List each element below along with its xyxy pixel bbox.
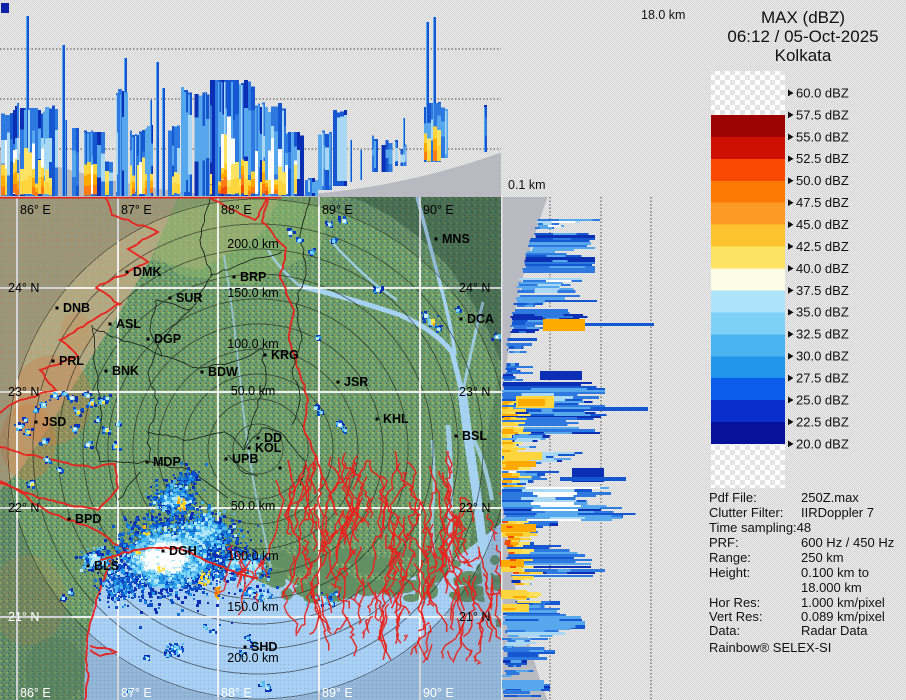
svg-text:52.5 dBZ: 52.5 dBZ (796, 151, 849, 166)
svg-text:600 Hz / 450 Hz: 600 Hz / 450 Hz (801, 535, 894, 550)
svg-text:21° N: 21° N (8, 610, 39, 624)
svg-text:IIRDoppler 7: IIRDoppler 7 (801, 505, 874, 520)
svg-text:06:12 / 05-Oct-2025: 06:12 / 05-Oct-2025 (727, 27, 878, 46)
svg-text:KRG: KRG (271, 348, 299, 362)
svg-text:87° E: 87° E (121, 686, 152, 700)
svg-text:24° N: 24° N (8, 281, 39, 295)
svg-text:Pdf File:: Pdf File: (709, 490, 757, 505)
svg-text:50.0 km: 50.0 km (231, 499, 275, 513)
svg-text:DGP: DGP (154, 332, 181, 346)
svg-text:35.0 dBZ: 35.0 dBZ (796, 305, 849, 320)
svg-text:KOL: KOL (255, 441, 282, 455)
svg-text:200.0 km: 200.0 km (227, 237, 278, 251)
svg-text:DNB: DNB (63, 301, 90, 315)
svg-text:BLS: BLS (94, 559, 119, 573)
svg-text:0.1 km: 0.1 km (508, 178, 546, 192)
svg-text:23° N: 23° N (459, 385, 490, 399)
svg-text:87° E: 87° E (121, 203, 152, 217)
svg-text:22° N: 22° N (459, 501, 490, 515)
svg-text:22° N: 22° N (8, 501, 39, 515)
svg-text:Rainbow® SELEX-SI: Rainbow® SELEX-SI (709, 640, 831, 655)
svg-text:24° N: 24° N (459, 281, 490, 295)
svg-text:PRL: PRL (59, 354, 84, 368)
svg-text:DCA: DCA (467, 312, 494, 326)
svg-text:150.0 km: 150.0 km (227, 600, 278, 614)
svg-text:250Z.max: 250Z.max (801, 490, 859, 505)
svg-text:SUR: SUR (176, 291, 202, 305)
svg-text:20.0 dBZ: 20.0 dBZ (796, 436, 849, 451)
svg-text:88° E: 88° E (221, 203, 252, 217)
svg-text:KHL: KHL (383, 412, 409, 426)
svg-text:Clutter Filter:: Clutter Filter: (709, 505, 783, 520)
svg-text:22.5 dBZ: 22.5 dBZ (796, 414, 849, 429)
svg-text:90° E: 90° E (423, 686, 454, 700)
svg-text:DD: DD (264, 431, 282, 445)
svg-text:89° E: 89° E (322, 203, 353, 217)
svg-text:150.0 km: 150.0 km (227, 286, 278, 300)
svg-text:200.0 km: 200.0 km (227, 651, 278, 665)
svg-text:Time sampling:48: Time sampling:48 (709, 520, 811, 535)
svg-text:0.089 km/pixel: 0.089 km/pixel (801, 609, 885, 624)
svg-text:37.5 dBZ: 37.5 dBZ (796, 283, 849, 298)
svg-text:18.0 km: 18.0 km (641, 8, 685, 22)
svg-text:50.0 dBZ: 50.0 dBZ (796, 173, 849, 188)
svg-text:MNS: MNS (442, 232, 470, 246)
svg-text:42.5 dBZ: 42.5 dBZ (796, 239, 849, 254)
svg-text:MDP: MDP (153, 455, 181, 469)
svg-text:50.0 km: 50.0 km (231, 384, 275, 398)
svg-text:BRP: BRP (240, 270, 266, 284)
svg-text:BPD: BPD (75, 512, 101, 526)
svg-text:86° E: 86° E (20, 686, 51, 700)
svg-text:Range:: Range: (709, 550, 751, 565)
svg-text:JSD: JSD (42, 415, 66, 429)
svg-text:25.0 dBZ: 25.0 dBZ (796, 392, 849, 407)
svg-text:1.000 km/pixel: 1.000 km/pixel (801, 595, 885, 610)
svg-text:100.0 km: 100.0 km (227, 549, 278, 563)
svg-text:27.5 dBZ: 27.5 dBZ (796, 371, 849, 386)
svg-text:55.0 dBZ: 55.0 dBZ (796, 129, 849, 144)
svg-text:ASL: ASL (116, 317, 141, 331)
svg-text:0.100 km to: 0.100 km to (801, 565, 869, 580)
svg-text:23° N: 23° N (8, 385, 39, 399)
svg-text:BDW: BDW (208, 365, 238, 379)
svg-text:Hor Res:: Hor Res: (709, 595, 760, 610)
svg-text:57.5 dBZ: 57.5 dBZ (796, 107, 849, 122)
svg-text:Data:: Data: (709, 623, 740, 638)
svg-text:47.5 dBZ: 47.5 dBZ (796, 195, 849, 210)
svg-text:40.0 dBZ: 40.0 dBZ (796, 261, 849, 276)
svg-text:45.0 dBZ: 45.0 dBZ (796, 217, 849, 232)
svg-text:Radar Data: Radar Data (801, 623, 868, 638)
svg-text:32.5 dBZ: 32.5 dBZ (796, 327, 849, 342)
svg-text:Height:: Height: (709, 565, 750, 580)
svg-text:JSR: JSR (344, 375, 368, 389)
svg-text:100.0 km: 100.0 km (227, 337, 278, 351)
svg-text:86° E: 86° E (20, 203, 51, 217)
svg-text:89° E: 89° E (322, 686, 353, 700)
svg-text:250 km: 250 km (801, 550, 844, 565)
svg-text:Vert Res:: Vert Res: (709, 609, 762, 624)
svg-text:90° E: 90° E (423, 203, 454, 217)
svg-text:MAX (dBZ): MAX (dBZ) (761, 8, 845, 27)
svg-text:UPB: UPB (232, 452, 258, 466)
svg-text:SHD: SHD (251, 640, 277, 654)
svg-text:DMK: DMK (133, 265, 161, 279)
svg-text:BNK: BNK (112, 364, 139, 378)
svg-text:30.0 dBZ: 30.0 dBZ (796, 349, 849, 364)
svg-text:DGH: DGH (169, 544, 197, 558)
svg-text:18.000 km: 18.000 km (801, 580, 862, 595)
svg-text:60.0 dBZ: 60.0 dBZ (796, 85, 849, 100)
svg-text:88° E: 88° E (221, 686, 252, 700)
svg-text:PRF:: PRF: (709, 535, 739, 550)
svg-text:Kolkata: Kolkata (775, 46, 832, 65)
svg-text:21° N: 21° N (459, 610, 490, 624)
svg-text:BSL: BSL (462, 429, 487, 443)
